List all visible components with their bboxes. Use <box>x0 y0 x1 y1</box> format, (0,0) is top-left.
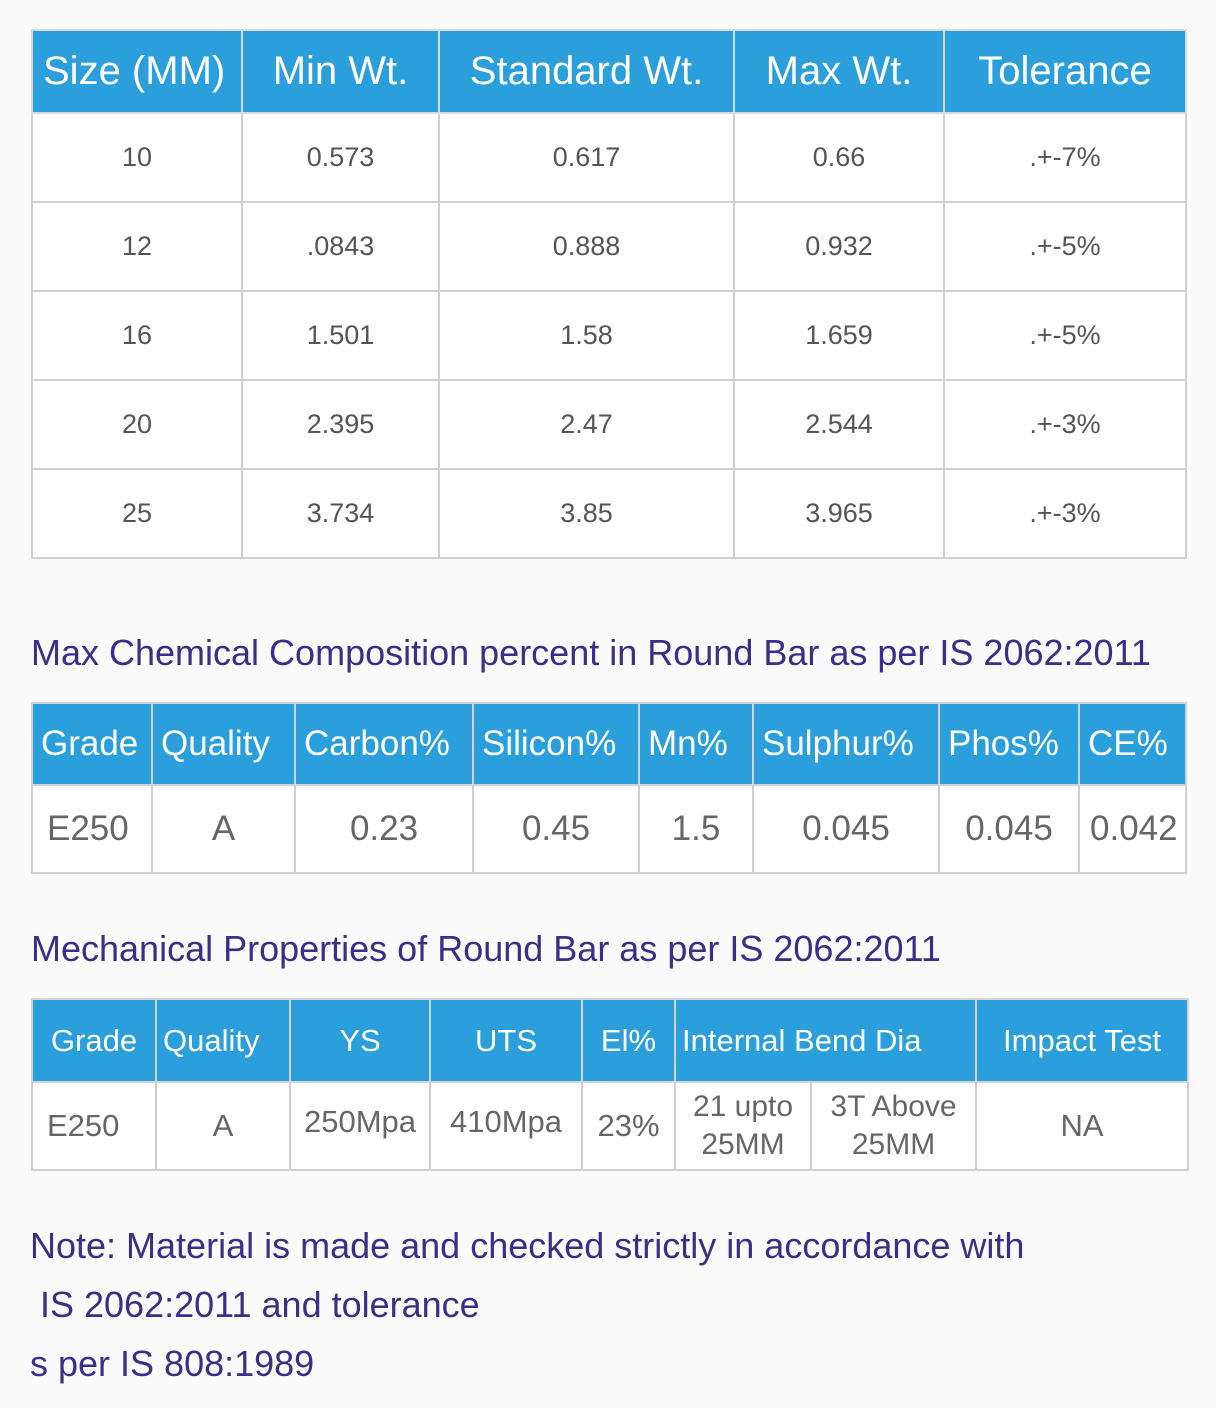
header-max-wt: Max Wt. <box>733 29 945 114</box>
cell-bend-above: 3T Above 25MM <box>809 1081 978 1171</box>
weight-table: Size (MM) Min Wt. Standard Wt. Max Wt. T… <box>31 29 1187 559</box>
cell-grade: E250 <box>31 1081 157 1171</box>
bend-upto-line-2: 25MM <box>701 1128 785 1161</box>
cell-tolerance: .+-3% <box>943 379 1187 470</box>
weight-table-header-row: Size (MM) Min Wt. Standard Wt. Max Wt. T… <box>31 29 1187 114</box>
cell-min-wt: 1.501 <box>241 290 440 381</box>
cell-max-wt: 0.66 <box>733 112 945 203</box>
bend-above-line-1: 3T Above <box>830 1090 957 1123</box>
cell-size: 10 <box>31 112 243 203</box>
chem-table-header-row: Grade Quality Carbon% Silicon% Mn% Sulph… <box>31 702 1187 786</box>
table-row: 10 0.573 0.617 0.66 .+-7% <box>31 112 1187 203</box>
cell-bend-upto: 21 upto 25MM <box>674 1081 812 1171</box>
header-sulphur: Sulphur% <box>752 702 940 786</box>
cell-ce: 0.042 <box>1078 784 1187 874</box>
header-uts: UTS <box>429 998 583 1083</box>
table-row: 25 3.734 3.85 3.965 .+-3% <box>31 468 1187 559</box>
cell-size: 16 <box>31 290 243 381</box>
table-row: 20 2.395 2.47 2.544 .+-3% <box>31 379 1187 470</box>
cell-quality: A <box>155 1081 291 1171</box>
bend-above-line-2: 25MM <box>851 1128 936 1161</box>
chemical-composition-title: Max Chemical Composition percent in Roun… <box>31 632 1151 673</box>
header-carbon: Carbon% <box>294 702 474 786</box>
cell-impact-test: NA <box>975 1081 1190 1171</box>
header-tolerance: Tolerance <box>943 29 1187 114</box>
header-impact-test: Impact Test <box>975 998 1190 1083</box>
cell-min-wt: 2.395 <box>241 379 440 470</box>
header-size: Size (MM) <box>31 29 243 114</box>
cell-min-wt: .0843 <box>241 201 440 292</box>
header-min-wt: Min Wt. <box>241 29 440 114</box>
cell-max-wt: 2.544 <box>733 379 945 470</box>
cell-uts: 410Mpa <box>429 1081 583 1171</box>
header-ys: YS <box>289 998 431 1083</box>
header-quality: Quality <box>155 998 291 1083</box>
cell-tolerance: .+-7% <box>943 112 1187 203</box>
cell-carbon: 0.23 <box>294 784 474 874</box>
cell-max-wt: 0.932 <box>733 201 945 292</box>
cell-standard-wt: 0.617 <box>438 112 735 203</box>
header-el: El% <box>581 998 676 1083</box>
header-mn: Mn% <box>638 702 754 786</box>
cell-silicon: 0.45 <box>472 784 640 874</box>
header-internal-bend-dia: Internal Bend Dia <box>673 998 978 1083</box>
cell-tolerance: .+-5% <box>943 290 1187 381</box>
cell-standard-wt: 1.58 <box>438 290 735 381</box>
cell-size: 12 <box>31 201 243 292</box>
cell-quality: A <box>151 784 296 874</box>
cell-grade: E250 <box>31 784 153 874</box>
header-standard-wt: Standard Wt. <box>438 29 735 114</box>
note-line-3: s per IS 808:1989 <box>30 1343 315 1384</box>
cell-standard-wt: 2.47 <box>438 379 735 470</box>
cell-standard-wt: 0.888 <box>438 201 735 292</box>
header-silicon: Silicon% <box>472 702 640 786</box>
mechanical-properties-table: Grade Quality YS UTS El% Internal Bend D… <box>31 998 1190 1171</box>
mechanical-properties-title: Mechanical Properties of Round Bar as pe… <box>31 928 941 969</box>
cell-standard-wt: 3.85 <box>438 468 735 559</box>
header-ce: CE% <box>1078 702 1187 786</box>
table-row: E250 A 250Mpa 410Mpa 23% 21 upto 25MM 3T… <box>31 1081 1190 1171</box>
header-phos: Phos% <box>938 702 1080 786</box>
cell-el: 23% <box>581 1081 676 1171</box>
chemical-composition-table: Grade Quality Carbon% Silicon% Mn% Sulph… <box>31 702 1187 874</box>
cell-min-wt: 0.573 <box>241 112 440 203</box>
table-row: 12 .0843 0.888 0.932 .+-5% <box>31 201 1187 292</box>
cell-phos: 0.045 <box>938 784 1080 874</box>
cell-sulphur: 0.045 <box>752 784 940 874</box>
cell-tolerance: .+-3% <box>943 468 1187 559</box>
cell-tolerance: .+-5% <box>943 201 1187 292</box>
header-grade: Grade <box>31 998 157 1083</box>
mech-table-header-row: Grade Quality YS UTS El% Internal Bend D… <box>31 998 1190 1083</box>
header-grade: Grade <box>31 702 153 786</box>
cell-max-wt: 3.965 <box>733 468 945 559</box>
header-quality: Quality <box>151 702 296 786</box>
note: Note: Material is made and checked stric… <box>30 1216 1024 1393</box>
cell-mn: 1.5 <box>638 784 754 874</box>
bend-upto-line-1: 21 upto <box>692 1090 794 1123</box>
table-row: 16 1.501 1.58 1.659 .+-5% <box>31 290 1187 381</box>
cell-ys: 250Mpa <box>289 1081 431 1171</box>
note-line-1: Note: Material is made and checked stric… <box>30 1225 1025 1266</box>
table-row: E250 A 0.23 0.45 1.5 0.045 0.045 0.042 <box>31 784 1187 874</box>
note-line-2: IS 2062:2011 and tolerance <box>30 1284 480 1325</box>
cell-size: 20 <box>31 379 243 470</box>
cell-size: 25 <box>31 468 243 559</box>
cell-max-wt: 1.659 <box>733 290 945 381</box>
cell-min-wt: 3.734 <box>241 468 440 559</box>
